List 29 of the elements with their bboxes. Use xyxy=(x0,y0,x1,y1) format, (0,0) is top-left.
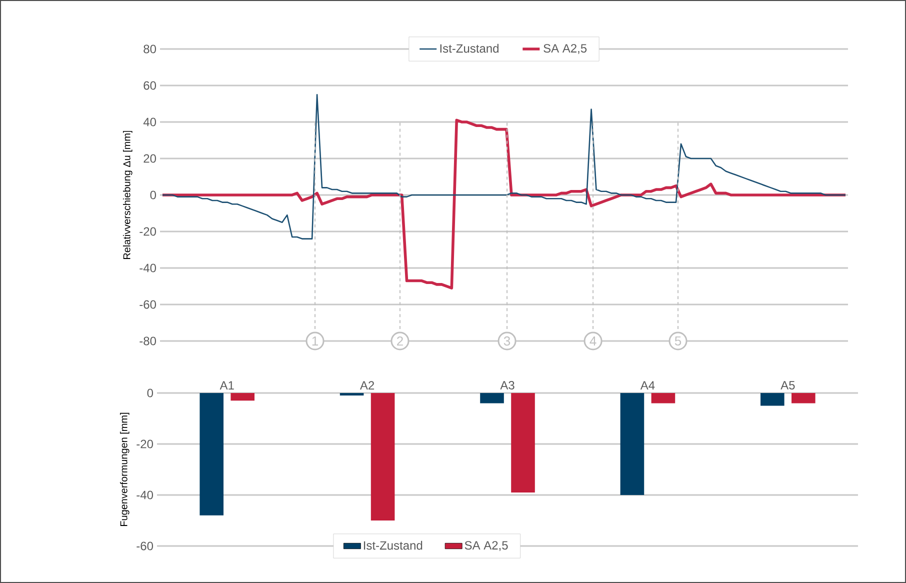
y-axis-title: Fugenverformungen [mm] xyxy=(120,412,130,526)
annotation: 2 xyxy=(397,336,403,346)
y-tick-label: 0 xyxy=(147,388,154,398)
y-tick-label: 0 xyxy=(150,190,156,200)
y-tick-label: -20 xyxy=(140,227,156,236)
y-axis-title: Relativverschiebung Δu [mm] xyxy=(123,130,132,259)
y-tick-label: 60 xyxy=(144,81,156,90)
annotation: 5 xyxy=(674,336,682,346)
y-tick-label: -40 xyxy=(136,490,154,500)
x-tick-label: A5 xyxy=(780,381,795,390)
x-tick-label: A2 xyxy=(360,381,374,390)
y-tick-label: -40 xyxy=(140,264,156,272)
y-tick-label: -20 xyxy=(136,440,154,448)
y-tick-label: 20 xyxy=(144,154,156,163)
x-tick-label: A3 xyxy=(500,380,514,390)
annotation: 3 xyxy=(504,336,510,346)
annotation: 4 xyxy=(590,336,596,346)
x-tick-label: A1 xyxy=(220,381,234,390)
y-tick-label: -80 xyxy=(140,336,156,346)
legend-label: Ist-Zustand xyxy=(364,540,422,550)
y-tick-label: -60 xyxy=(136,542,154,550)
y-tick-label: 40 xyxy=(143,118,156,126)
y-tick-label: 80 xyxy=(144,44,156,54)
legend-label: SA A2,5 xyxy=(464,541,508,551)
y-tick-label: -60 xyxy=(140,300,156,309)
x-tick-label: A4 xyxy=(640,381,655,390)
legend-label: SA A2,5 xyxy=(544,44,587,54)
legend-label: Ist-Zustand xyxy=(440,44,498,53)
annotation: 1 xyxy=(312,336,318,346)
